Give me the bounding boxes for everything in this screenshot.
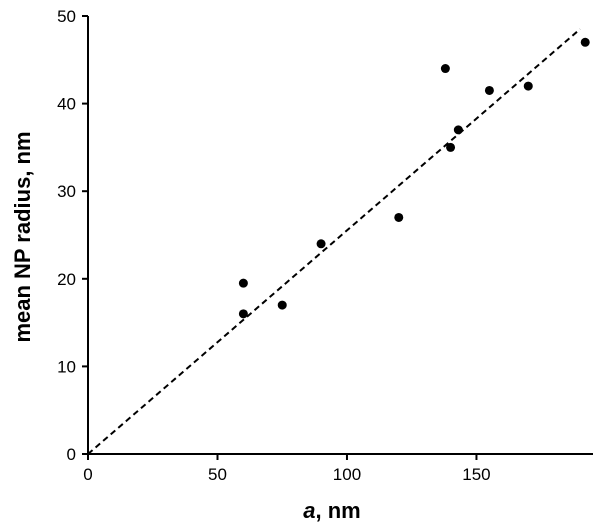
y-tick-label: 30 <box>57 182 76 201</box>
data-point <box>523 81 533 91</box>
data-point <box>440 64 450 74</box>
data-point <box>238 278 248 288</box>
x-axis-title: a, nm <box>303 498 360 523</box>
data-point <box>580 37 590 47</box>
y-tick-label: 20 <box>57 270 76 289</box>
x-tick-label: 50 <box>208 465 227 484</box>
data-point <box>238 309 248 319</box>
y-tick-label: 10 <box>57 357 76 376</box>
y-axis-title: mean NP radius, nm <box>10 131 35 342</box>
x-axis-title-italic: a <box>303 498 315 523</box>
data-point <box>394 212 404 222</box>
y-tick-label: 40 <box>57 95 76 114</box>
data-point <box>316 239 326 249</box>
y-tick-label: 50 <box>57 7 76 26</box>
y-tick-label: 0 <box>67 445 76 464</box>
x-tick-label: 100 <box>333 465 361 484</box>
data-point <box>446 142 456 152</box>
data-point <box>453 125 463 135</box>
trend-line <box>87 28 581 455</box>
data-point <box>484 85 494 95</box>
data-point <box>277 300 287 310</box>
x-tick-label: 150 <box>462 465 490 484</box>
x-axis-title-rest: , nm <box>316 498 361 523</box>
x-tick-label: 0 <box>83 465 92 484</box>
